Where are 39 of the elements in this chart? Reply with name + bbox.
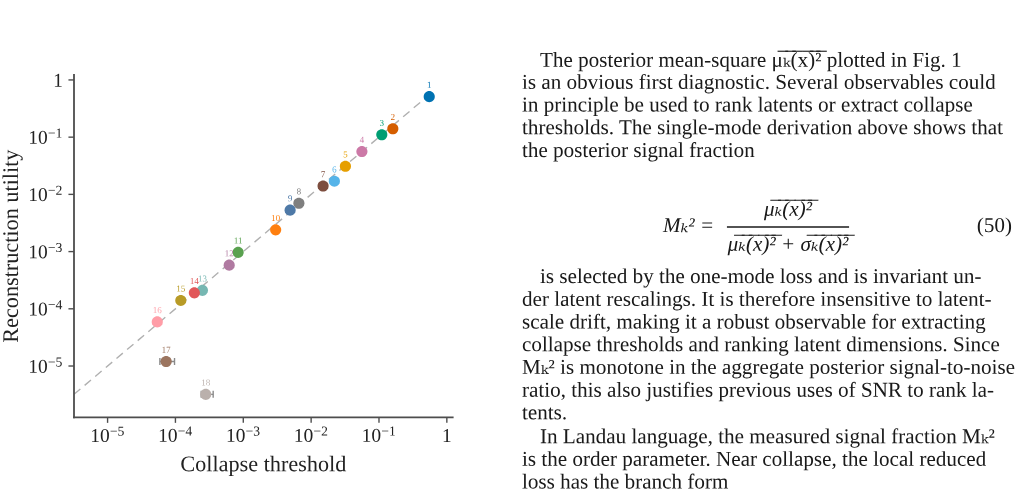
series-label: 1: [427, 81, 431, 88]
text: is selected by the one-mode loss and is invariant un- der latent rescalings. It is therefore insensitive to latent- scale drift, making it a robust observable for extracting collapse thresholds and ranking latent dimensions. Since Mₖ² is monotone in the aggregate posterior signal-to-noise ratio, this also justifies previous uses of SNR to rank la- tents.: [522, 268, 1015, 420]
x-tick-label: 10$^{−5}$: [91, 426, 124, 443]
series-label: 8: [296, 188, 301, 195]
series-label: 13: [198, 275, 207, 282]
series-label: 15: [177, 285, 185, 292]
series-label: 3: [379, 119, 384, 127]
series-label: 12: [225, 250, 234, 257]
text: In Landau language, the measured signal fraction Mₖ² is the order parameter. Near collapse, the local reduced loss has the branch form: [522, 428, 995, 489]
y-tick-label: 10$^{−5}$: [29, 357, 62, 373]
series-label: 16: [153, 307, 162, 314]
x-tick-label: 10$^{−1}$: [363, 426, 395, 442]
series-label: 7: [321, 171, 326, 178]
series-label: 5: [343, 151, 348, 158]
series-label: 17: [162, 346, 171, 353]
series-label: 2: [390, 113, 395, 120]
x-tick-label: 1: [443, 429, 451, 442]
y-tick-label: 10$^{−1}$: [29, 128, 62, 144]
series-label: 4: [359, 136, 365, 143]
y-axis-title: Reconstruction utility: [2, 149, 23, 343]
text: μ̅ₖ̅(̅x̅)̅²̅: [763, 199, 819, 221]
series-label: 18: [202, 379, 210, 386]
series-label: 6: [332, 166, 337, 173]
series-label: 10: [271, 214, 280, 222]
series-label: 14: [190, 278, 199, 284]
y-tick-label: 10$^{−4}$: [29, 300, 63, 316]
series-label: 11: [234, 237, 242, 244]
series-label: 9: [288, 195, 292, 202]
y-tick-label: 10$^{−2}$: [29, 185, 62, 202]
x-axis-title: Collapse threshold: [181, 455, 347, 476]
y-tick-label: 10$^{−3}$: [29, 242, 62, 259]
text: (50): [977, 217, 1012, 237]
x-tick-label: 10$^{−3}$: [227, 426, 260, 442]
text: μ̅ₖ̅(̅x̅)̅²̅ + σ̅ₖ̅(̅x̅)̅²̅: [727, 234, 855, 256]
x-tick-label: 10$^{−2}$: [295, 426, 328, 442]
text: The posterior mean-square μ̅ₖ̅(̅x̅)̅²̅ plotted in Fig. 1 is an obvious first diagnostic. Several observables could in principle be used to rank latents or extract collapse thresholds. The single-mode derivation above shows that the posterior signal fraction: [522, 50, 1003, 162]
y-tick-label: 1: [54, 73, 62, 87]
text: Mₖ² =: [662, 218, 713, 233]
x-tick-label: 10$^{−4}$: [159, 426, 192, 442]
